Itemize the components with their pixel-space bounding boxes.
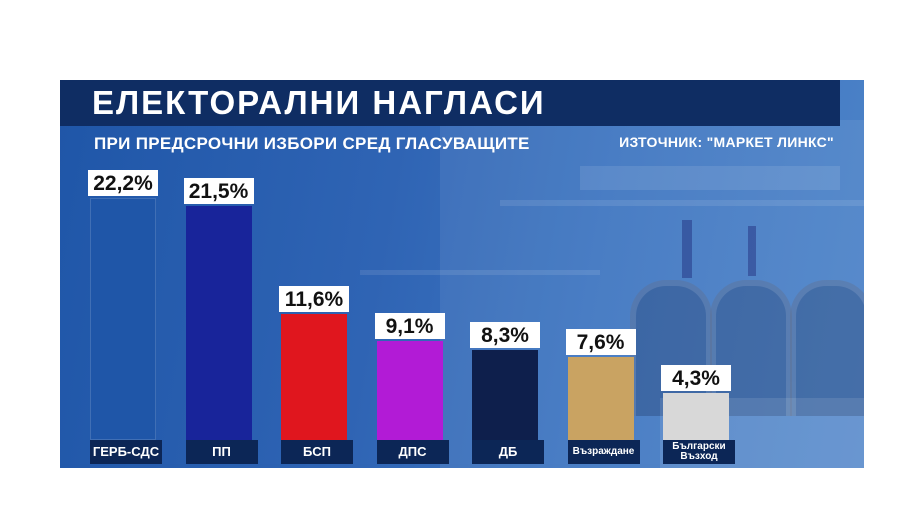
bar-4	[376, 340, 443, 440]
bar-7	[663, 393, 729, 440]
building-inscription-plate	[580, 166, 840, 190]
value-label: 21,5%	[183, 177, 254, 204]
value-label: 9,1%	[374, 312, 445, 339]
chart-title: ЕЛЕКТОРАЛНИ НАГЛАСИ	[92, 84, 546, 121]
value-label: 22,2%	[88, 170, 158, 196]
category-label: БСП	[281, 440, 353, 464]
chart-frame: ЕЛЕКТОРАЛНИ НАГЛАСИ ПРИ ПРЕДСРОЧНИ ИЗБОР…	[60, 80, 864, 468]
bar-6	[567, 357, 634, 440]
category-label: ДБ	[472, 440, 544, 464]
building-cornice	[500, 200, 864, 206]
bar-plot-area: 22,2% ГЕРБ-СДС 21,5% ПП 11,6% БСП 9,1% ДПС 8,3% Д…	[60, 80, 864, 468]
category-label: Български Възход	[663, 440, 735, 464]
flag-icon-2	[748, 226, 756, 276]
value-label: 11,6%	[279, 285, 349, 312]
chart-subtitle: ПРИ ПРЕДСРОЧНИ ИЗБОРИ СРЕД ГЛАСУВАЩИТЕ	[94, 134, 530, 153]
source-note: ИЗТОЧНИК: "МАРКЕТ ЛИНКС"	[619, 134, 834, 150]
category-label: ДПС	[376, 440, 449, 464]
bar-3	[281, 313, 347, 440]
title-bar: ЕЛЕКТОРАЛНИ НАГЛАСИ	[60, 80, 840, 126]
building-cornice-left	[360, 270, 600, 275]
bar-1	[90, 198, 156, 440]
category-label: ПП	[185, 440, 258, 464]
flag-icon	[682, 220, 692, 278]
bar-2	[185, 205, 252, 440]
value-label: 8,3%	[470, 321, 540, 348]
building-arch-3	[790, 280, 864, 416]
category-label: Възраждане	[567, 440, 640, 464]
bar-5	[472, 349, 538, 440]
value-label: 4,3%	[661, 365, 731, 392]
category-label: ГЕРБ-СДС	[90, 440, 162, 464]
value-label: 7,6%	[565, 329, 636, 356]
